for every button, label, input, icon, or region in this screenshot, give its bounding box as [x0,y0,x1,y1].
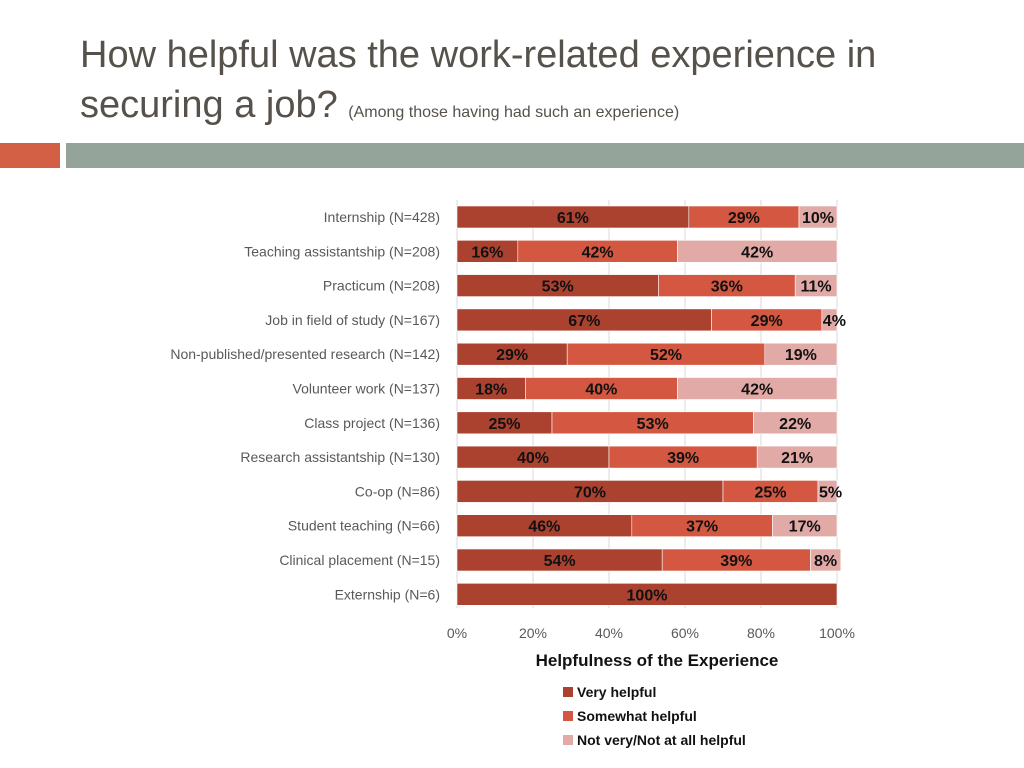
data-label: 53% [542,279,574,296]
data-label: 19% [785,347,817,364]
data-label: 42% [582,244,614,261]
category-label: Co-op (N=86) [355,483,440,499]
category-label: Research assistantship (N=130) [240,449,440,465]
data-label: 25% [754,484,786,501]
page-subtitle: (Among those having had such an experien… [348,104,680,121]
data-label: 40% [517,450,549,467]
x-tick-label: 0% [447,625,467,641]
bar-segment [753,411,838,435]
x-tick-label: 100% [819,625,855,641]
legend-label-very-helpful: Very helpful [577,684,657,700]
data-label: 70% [574,484,606,501]
data-label: 5% [819,484,842,501]
data-label: 52% [650,347,682,364]
data-label: 29% [728,210,760,227]
data-label: 17% [789,519,821,536]
bar-segment [456,582,838,606]
data-label: 67% [568,313,600,330]
legend-item-very-helpful: Very helpful [563,680,746,704]
chart-legend: Very helpful Somewhat helpful Not very/N… [563,680,746,752]
data-label: 42% [741,244,773,261]
x-tick-label: 40% [595,625,623,641]
data-label: 100% [627,587,668,604]
bar-segment [821,308,838,332]
data-label: 39% [667,450,699,467]
data-label: 46% [528,519,560,536]
data-label: 8% [814,553,837,570]
data-label: 54% [544,553,576,570]
data-label: 22% [779,416,811,433]
category-label: Teaching assistantship (N=208) [244,243,440,259]
bar-segment [764,342,838,366]
data-label: 61% [557,210,589,227]
legend-item-somewhat-helpful: Somewhat helpful [563,704,746,728]
legend-swatch-very-helpful [563,687,573,697]
data-label: 36% [711,279,743,296]
bar-segment [817,480,838,503]
data-label: 4% [823,313,846,330]
bar-segment [772,514,838,538]
data-label: 29% [496,347,528,364]
legend-label-not-helpful: Not very/Not at all helpful [577,732,746,748]
legend-item-not-helpful: Not very/Not at all helpful [563,728,746,752]
data-label: 39% [720,553,752,570]
category-label: Clinical placement (N=15) [279,552,440,568]
legend-swatch-somewhat-helpful [563,711,573,721]
category-label: Practicum (N=208) [323,278,440,294]
data-label: 10% [802,210,834,227]
legend-label-somewhat-helpful: Somewhat helpful [577,708,697,724]
category-label: Volunteer work (N=137) [293,381,440,397]
accent-bar-left [0,143,60,168]
accent-bar-right [66,143,1024,168]
category-label: Class project (N=136) [304,415,440,431]
page-title: How helpful was the work-related experie… [80,30,980,138]
category-label: Externship (N=6) [335,586,440,602]
data-label: 11% [801,279,832,296]
category-label: Internship (N=428) [324,209,440,225]
x-axis-title: Helpfulness of the Experience [536,651,779,670]
bar-segment [794,274,838,297]
x-tick-label: 80% [747,625,775,641]
data-label: 16% [471,244,503,261]
data-label: 40% [585,382,617,399]
x-tick-label: 20% [519,625,547,641]
category-label: Student teaching (N=66) [288,518,440,534]
legend-swatch-not-helpful [563,735,573,745]
data-label: 42% [741,382,773,399]
x-tick-label: 60% [671,625,699,641]
data-label: 25% [488,416,520,433]
category-label: Job in field of study (N=167) [265,312,440,328]
data-label: 53% [637,416,669,433]
bar-segment [810,548,842,572]
bar-segment [677,240,838,263]
data-label: 37% [686,519,718,536]
data-label: 29% [751,313,783,330]
bar-segment [798,205,838,229]
title-text: How helpful was the work-related experie… [80,34,877,126]
bar-segment [756,445,838,469]
bar-segment [677,377,838,400]
data-label: 18% [475,382,507,399]
data-label: 21% [781,450,813,467]
category-label: Non-published/presented research (N=142) [170,346,440,362]
